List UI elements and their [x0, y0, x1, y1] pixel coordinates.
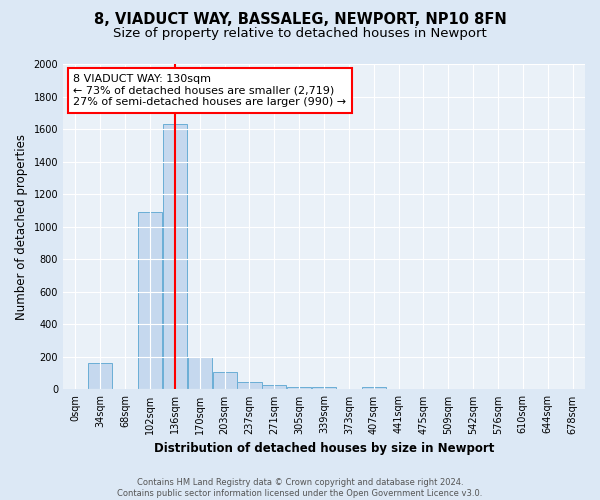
Bar [287, 387, 311, 390]
Bar [238, 382, 262, 390]
Bar [312, 387, 336, 390]
Bar [88, 362, 112, 390]
Text: 8 VIADUCT WAY: 130sqm
← 73% of detached houses are smaller (2,719)
27% of semi-d: 8 VIADUCT WAY: 130sqm ← 73% of detached … [73, 74, 347, 107]
Y-axis label: Number of detached properties: Number of detached properties [15, 134, 28, 320]
Bar [212, 372, 236, 390]
Text: Contains HM Land Registry data © Crown copyright and database right 2024.
Contai: Contains HM Land Registry data © Crown c… [118, 478, 482, 498]
X-axis label: Distribution of detached houses by size in Newport: Distribution of detached houses by size … [154, 442, 494, 455]
Text: Size of property relative to detached houses in Newport: Size of property relative to detached ho… [113, 28, 487, 40]
Bar [138, 212, 162, 390]
Bar [188, 357, 212, 390]
Bar [163, 124, 187, 390]
Text: 8, VIADUCT WAY, BASSALEG, NEWPORT, NP10 8FN: 8, VIADUCT WAY, BASSALEG, NEWPORT, NP10 … [94, 12, 506, 28]
Bar [262, 384, 286, 390]
Bar [362, 387, 386, 390]
